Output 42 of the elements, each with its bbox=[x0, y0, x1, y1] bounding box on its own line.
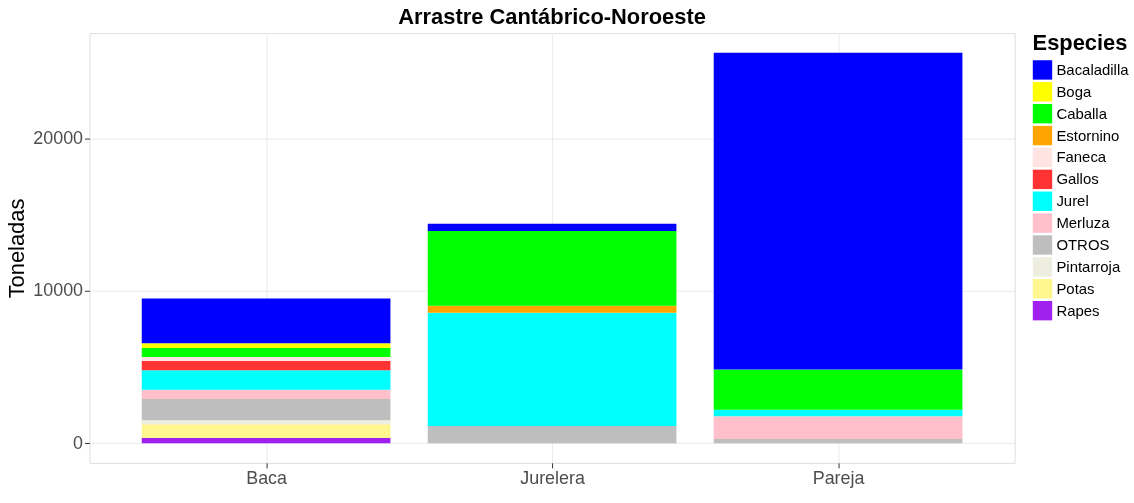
legend-title: Especies bbox=[1032, 30, 1128, 56]
legend-label: Pintarroja bbox=[1056, 257, 1121, 275]
legend-label: Faneca bbox=[1056, 148, 1107, 166]
bar bbox=[713, 416, 963, 440]
legend-label: Merluza bbox=[1056, 214, 1111, 232]
bar bbox=[427, 425, 677, 444]
bar bbox=[141, 298, 391, 344]
legend-label: Caballa bbox=[1056, 104, 1108, 122]
legend-label: Potas bbox=[1056, 279, 1095, 297]
bar bbox=[141, 360, 391, 371]
bar bbox=[427, 230, 677, 306]
bar bbox=[141, 343, 391, 348]
legend-label: Rapes bbox=[1056, 301, 1100, 319]
bar bbox=[713, 369, 963, 410]
y-axis-title: Toneladas bbox=[4, 198, 30, 299]
bar bbox=[141, 438, 391, 444]
x-tick-label: Pareja bbox=[812, 468, 865, 489]
legend-label: Gallos bbox=[1056, 170, 1099, 188]
x-tick-label: Baca bbox=[246, 468, 288, 489]
legend-label: OTROS bbox=[1056, 235, 1110, 253]
legend-label: Jurel bbox=[1056, 192, 1089, 210]
bar bbox=[713, 52, 963, 370]
chart-title: Arrastre Cantábrico-Noroeste bbox=[398, 4, 706, 30]
bar bbox=[141, 420, 391, 425]
bar bbox=[141, 347, 391, 358]
y-tick-label: 20000 bbox=[33, 127, 84, 148]
y-tick-label: 10000 bbox=[33, 280, 84, 301]
bar bbox=[713, 409, 963, 417]
bar bbox=[427, 305, 677, 313]
bar bbox=[427, 223, 677, 231]
bar bbox=[141, 398, 391, 421]
legend-label: Bacaladilla bbox=[1056, 60, 1130, 78]
bar bbox=[427, 312, 677, 426]
x-tick-label: Jurelera bbox=[520, 468, 585, 489]
legend-label: Estornino bbox=[1056, 126, 1120, 144]
bar bbox=[141, 370, 391, 390]
y-tick-label: 0 bbox=[73, 432, 84, 453]
legend-label: Boga bbox=[1056, 82, 1092, 100]
bar bbox=[141, 389, 391, 399]
bar bbox=[141, 357, 391, 361]
bar bbox=[713, 439, 963, 444]
bar bbox=[141, 424, 391, 438]
